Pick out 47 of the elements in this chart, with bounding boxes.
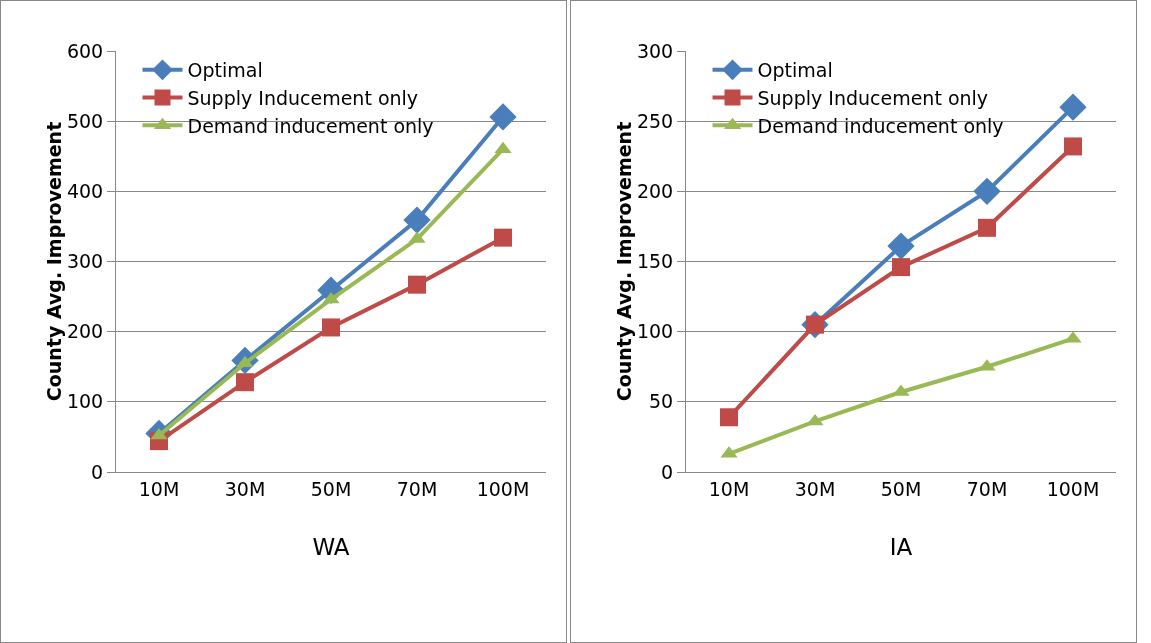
y-tick-label: 0: [91, 460, 104, 483]
x-tick-label: 100M: [476, 477, 530, 500]
x-axis-title: WA: [312, 534, 350, 561]
y-tick-label: 250: [636, 109, 674, 132]
legend-label: Demand inducement only: [187, 114, 434, 137]
point: [408, 275, 426, 294]
point: [720, 408, 738, 427]
legend-label: Optimal: [757, 59, 833, 82]
point: [892, 258, 910, 277]
y-tick-label: 200: [66, 320, 104, 343]
y-axis-title: County Avg. Improvement: [42, 121, 65, 402]
x-tick-label: 50M: [880, 477, 922, 500]
point: [1064, 137, 1082, 156]
x-tick-label: 70M: [966, 477, 1008, 500]
x-tick-label: 50M: [310, 477, 352, 500]
y-tick-label: 500: [66, 109, 104, 132]
y-tick-label: 300: [636, 39, 674, 62]
x-tick-label: 10M: [708, 477, 750, 500]
y-tick-label: 100: [66, 390, 104, 413]
point: [887, 232, 915, 260]
x-tick-label: 30M: [794, 477, 836, 500]
point: [322, 318, 340, 337]
y-tick-label: 50: [649, 390, 674, 413]
point: [978, 218, 996, 237]
point: [973, 177, 1001, 205]
y-tick-label: 200: [636, 179, 674, 202]
x-tick-label: 70M: [396, 477, 438, 500]
point: [1059, 93, 1087, 121]
point: [403, 206, 431, 234]
y-tick-label: 0: [661, 460, 674, 483]
y-tick-label: 600: [66, 39, 104, 62]
y-axis-title: County Avg. Improvement: [612, 121, 635, 402]
x-tick-label: 10M: [138, 477, 180, 500]
y-tick-label: 300: [66, 250, 104, 273]
point: [236, 373, 254, 392]
legend-label: Supply Inducement only: [757, 86, 989, 109]
point: [489, 103, 517, 131]
legend-label: Supply Inducement only: [187, 86, 419, 109]
x-axis-title: IA: [889, 534, 913, 561]
y-tick-label: 150: [636, 250, 674, 273]
x-tick-label: 30M: [224, 477, 266, 500]
y-tick-label: 100: [636, 320, 674, 343]
legend-label: Optimal: [187, 59, 263, 82]
x-tick-label: 100M: [1046, 477, 1100, 500]
legend-label: Demand inducement only: [757, 114, 1004, 137]
point: [494, 228, 512, 247]
y-tick-label: 400: [66, 179, 104, 202]
